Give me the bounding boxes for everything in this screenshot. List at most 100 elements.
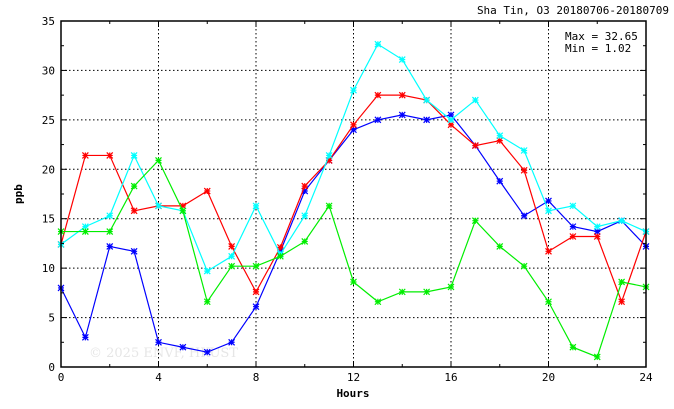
data-point [228,242,236,250]
data-point [106,228,114,235]
data-point [447,121,455,129]
data-point [398,56,406,63]
data-point [228,338,236,346]
data-point [496,242,504,250]
data-point [179,202,187,210]
data-point [301,182,309,190]
data-point [520,212,528,220]
data-point [325,152,333,159]
data-point [203,348,211,356]
data-point [471,217,479,225]
data-point [81,228,89,235]
y-tick-label: 30 [42,64,55,77]
data-point [276,252,284,260]
data-point [520,166,528,174]
data-point [496,132,504,140]
x-tick-label: 16 [444,371,457,384]
data-point [350,278,357,286]
data-point [545,247,552,255]
data-point [374,40,382,48]
data-point [155,202,162,210]
data-point [106,152,114,159]
data-point [325,202,333,210]
x-tick-label: 8 [253,371,260,384]
data-point [252,202,260,210]
data-point [374,91,382,99]
data-point [155,338,162,346]
watermark: © 2025 ENVF, HKUST [89,346,238,361]
data-point [276,243,284,251]
x-tick-label: 0 [58,371,65,384]
max-annotation: Max = 32.65 [565,30,638,43]
y-tick-label: 15 [42,213,55,226]
data-point [471,142,479,149]
data-point [81,333,89,341]
data-point [569,343,577,351]
data-point [545,298,552,306]
data-point [520,262,528,270]
y-tick-label: 10 [42,262,55,275]
data-point [545,197,552,205]
data-point [325,156,333,164]
data-point [81,152,89,159]
data-point [106,242,114,250]
data-point [130,182,138,190]
data-point [423,288,431,296]
data-point [423,116,431,124]
data-point [228,252,236,260]
data-point [618,278,626,286]
x-tick-label: 20 [542,371,555,384]
data-point [593,228,601,235]
data-point [398,288,406,296]
chart-title: Sha Tin, O3 20180706-20180709 [477,4,669,17]
data-point [398,111,406,119]
data-point [545,207,552,215]
data-point [106,212,114,220]
data-point [301,187,309,195]
data-point [520,147,528,154]
data-point [350,86,357,94]
y-tick-label: 25 [42,114,55,127]
data-point [179,343,187,351]
data-point [81,223,89,231]
data-point [203,298,211,306]
data-point [203,187,211,195]
data-point [569,202,577,210]
data-point [228,262,236,270]
data-point [593,223,601,231]
x-tick-label: 24 [639,371,653,384]
data-point [447,111,455,119]
data-point [179,207,187,215]
data-point [496,137,504,145]
data-point [423,96,431,104]
data-point [569,233,577,240]
data-point [155,156,162,164]
data-point [569,223,577,231]
data-point [593,353,601,361]
data-point [496,177,504,185]
data-point [447,116,455,124]
y-tick-label: 35 [42,15,55,28]
data-point [252,303,260,311]
data-point [350,121,357,129]
data-point [130,152,138,159]
x-tick-label: 4 [155,371,162,384]
data-point [301,238,309,245]
data-point [593,233,601,240]
y-tick-label: 0 [48,361,55,374]
x-tick-label: 12 [347,371,360,384]
data-point [203,267,211,275]
min-annotation: Min = 1.02 [565,42,631,55]
y-tick-label: 5 [48,312,55,325]
data-point [374,116,382,124]
data-point [252,262,260,270]
data-point [618,217,626,225]
data-point [398,91,406,99]
data-point [350,126,357,134]
y-axis-label: ppb [12,184,25,204]
data-point [374,298,382,306]
x-axis-label: Hours [336,387,369,400]
data-point [301,212,309,220]
